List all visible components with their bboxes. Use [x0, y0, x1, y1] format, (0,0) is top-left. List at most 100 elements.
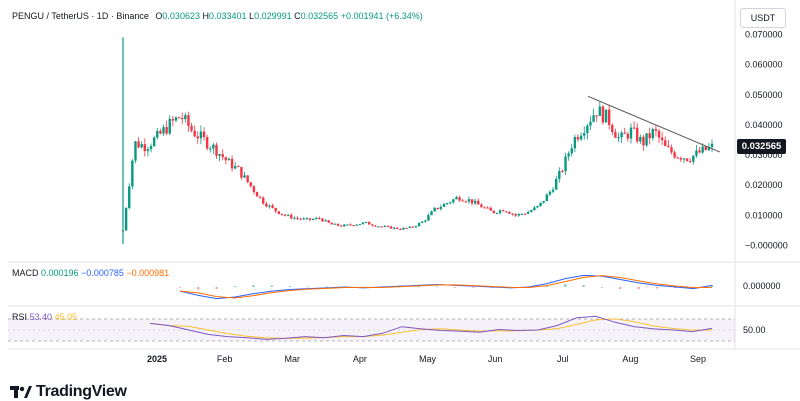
macd-histogram-bar [600, 287, 603, 288]
candle-body [187, 115, 190, 127]
candle-body [530, 210, 533, 213]
candle-body [156, 130, 159, 138]
candle-body [205, 137, 209, 149]
candle-body [364, 221, 368, 223]
candle-body [128, 186, 131, 209]
candle-body [707, 146, 711, 151]
candle-body [243, 175, 246, 178]
rsi-legend: RSI 53.40 45.05 [12, 312, 77, 322]
candle-body [224, 157, 228, 161]
candle-body [452, 199, 455, 203]
candle-body [539, 202, 542, 206]
close-value: 0.032565 [300, 11, 339, 21]
candle-body [252, 186, 256, 193]
candle-body [233, 166, 237, 169]
candle-body [193, 130, 196, 137]
candle-body [174, 117, 178, 121]
candle-body [526, 212, 530, 214]
candle-body [464, 201, 468, 203]
open-value: 0.030623 [162, 11, 200, 21]
macd-histogram-bar [417, 286, 420, 288]
candle-body [343, 224, 346, 227]
candle-body [414, 226, 418, 228]
candle-body [480, 204, 483, 208]
candle-body [492, 210, 496, 214]
currency-button[interactable]: USDT [740, 8, 786, 28]
candle-body [349, 224, 352, 226]
candle-body [152, 137, 156, 147]
candle-body [645, 133, 648, 146]
symbol-label: PENGU / TetherUS · 1D · Binance [12, 11, 149, 21]
macd-histogram-bar [325, 286, 328, 288]
change-value: +0.001941 (+6.34%) [340, 11, 423, 21]
candle-body [339, 225, 343, 227]
candle-body [458, 197, 461, 201]
candle-body [131, 160, 134, 187]
chart-header: PENGU / TetherUS · 1D · Binance O0.03062… [12, 11, 423, 21]
candle-body [221, 154, 224, 158]
candle-body [286, 214, 290, 216]
candle-body [542, 201, 545, 203]
tradingview-icon [10, 386, 32, 398]
candle-body [396, 227, 399, 229]
candle-body [280, 213, 284, 215]
candle-body [657, 130, 661, 138]
x-tick-label: Feb [217, 354, 233, 364]
candle-body [299, 218, 302, 220]
candle-body [439, 206, 443, 209]
candle-body [673, 152, 676, 158]
candle-body [430, 211, 433, 216]
macd-signal-value: −0.000785 [81, 268, 124, 278]
y-tick-label: 0.010000 [745, 210, 783, 220]
candle-body [305, 218, 309, 220]
last-price-badge: 0.032565 [737, 139, 786, 154]
y-tick-label: 0.050000 [745, 90, 783, 100]
tradingview-logo[interactable]: TradingView [10, 383, 127, 401]
y-tick-label: 0.060000 [745, 60, 783, 70]
candle-body [617, 137, 620, 139]
candle-body [576, 136, 580, 140]
candle-body [327, 220, 330, 223]
candle-body [293, 217, 296, 219]
rsi-label: RSI [12, 312, 28, 322]
candle-body [592, 115, 595, 122]
x-tick-label: May [419, 354, 437, 364]
low-label: L [249, 11, 255, 21]
candle-body [598, 106, 602, 116]
candle-body [134, 141, 137, 161]
candle-body [352, 225, 355, 227]
macd-legend: MACD 0.000196 −0.000785 −0.000981 [12, 268, 169, 278]
candle-body [324, 220, 327, 222]
candle-body [143, 144, 147, 152]
candle-body [595, 115, 598, 117]
candle-body [408, 226, 411, 228]
candle-body [489, 207, 492, 211]
candle-body [692, 155, 695, 162]
candle-body [283, 214, 287, 216]
candle-body [607, 109, 611, 126]
candle-body [623, 132, 626, 134]
candle-body [137, 141, 140, 148]
candle-body [436, 207, 439, 209]
candle-body [498, 210, 502, 214]
macd-histogram-bar [454, 287, 457, 288]
candle-body [611, 125, 614, 133]
candle-body [564, 156, 567, 172]
candle-body [277, 211, 281, 214]
macd-axis-label: 0.000000 [743, 281, 781, 291]
candle-body [554, 178, 558, 190]
candle-body [159, 130, 162, 134]
candle-body [651, 128, 654, 139]
candle-body [212, 144, 215, 149]
candle-body [601, 106, 605, 123]
candle-body [558, 170, 561, 179]
candle-body [149, 146, 153, 150]
candle-body [177, 117, 181, 119]
candle-body [411, 226, 415, 228]
candle-body [218, 154, 221, 156]
candle-body [215, 144, 218, 156]
candle-body [361, 222, 365, 225]
candle-body [427, 215, 430, 221]
x-tick-label: Aug [622, 354, 638, 364]
